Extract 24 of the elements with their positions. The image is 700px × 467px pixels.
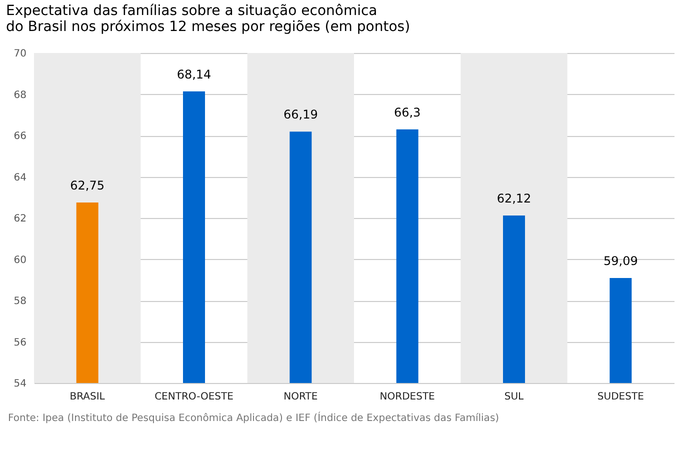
y-tick-label: 58 <box>14 296 26 307</box>
y-tick-label: 56 <box>14 337 26 348</box>
text: Expectativa das famílias sobre a situação econômica <box>6 3 378 19</box>
x-tick-label: BRASIL <box>70 392 106 402</box>
text: do Brasil nos próximos 12 meses por regiões (em pontos) <box>6 19 410 35</box>
x-tick-label: CENTRO-OESTE <box>154 392 234 402</box>
y-tick-label: 60 <box>14 254 26 266</box>
data-label: 66,19 <box>283 108 318 122</box>
x-tick-label: SUL <box>504 392 524 402</box>
y-tick-label: 66 <box>14 131 26 142</box>
y-tick-label: 70 <box>14 48 26 60</box>
y-tick-label: 68 <box>14 90 26 101</box>
data-label: 68,14 <box>176 67 212 82</box>
y-tick-label: 64 <box>14 172 26 184</box>
x-tick-label: NORDESTE <box>380 392 435 402</box>
y-tick-label: 62 <box>14 214 26 224</box>
data-label: 59,09 <box>603 254 638 268</box>
data-label: 62,12 <box>496 192 532 206</box>
source-note: Fonte: Ipea (Instituto de Pesquisa Econômica Aplicada) e IEF (Índice de Expectativas das Famílias) <box>8 411 500 424</box>
x-tick-label: NORTE <box>284 392 318 402</box>
data-label: 66,3 <box>394 105 421 120</box>
data-label: 62,75 <box>70 178 105 193</box>
x-tick-label: SUDESTE <box>597 392 644 402</box>
y-tick-label: 54 <box>14 378 26 390</box>
